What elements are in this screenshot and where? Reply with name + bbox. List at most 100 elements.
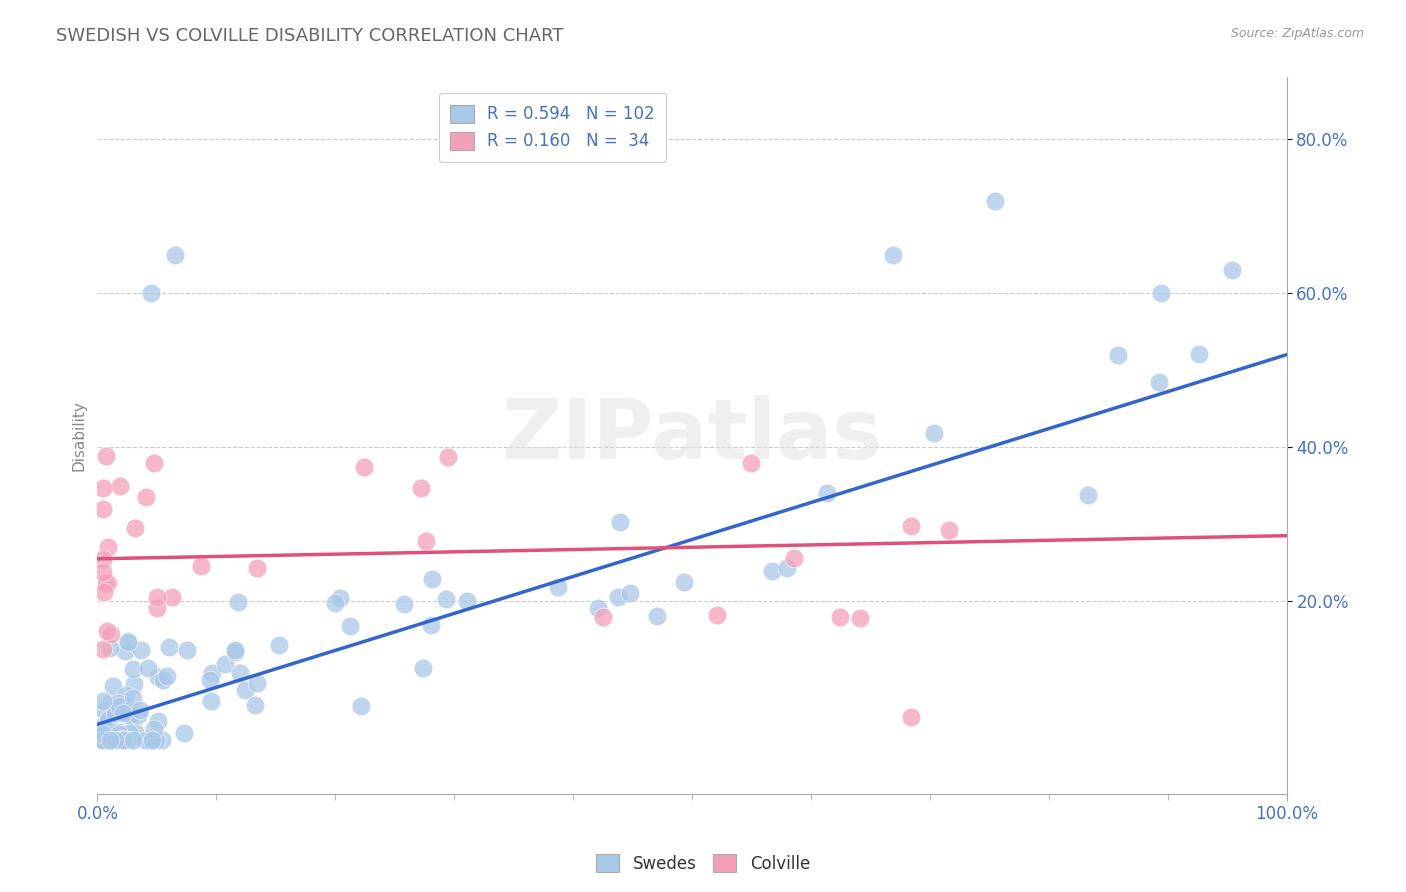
Point <box>983 194 1005 208</box>
Point <box>107 696 129 710</box>
Point <box>706 608 728 623</box>
Point <box>108 724 131 739</box>
Point <box>146 714 169 728</box>
Point <box>139 732 162 747</box>
Point <box>900 518 922 533</box>
Point <box>108 727 131 741</box>
Point <box>111 731 134 746</box>
Point <box>115 732 138 747</box>
Point <box>339 618 361 632</box>
Point <box>112 706 135 720</box>
Point <box>1107 348 1129 362</box>
Point <box>117 700 139 714</box>
Point <box>882 247 904 261</box>
Point <box>156 669 179 683</box>
Point <box>606 590 628 604</box>
Point <box>100 626 122 640</box>
Point <box>1150 286 1173 301</box>
Point <box>93 702 115 716</box>
Point <box>101 732 124 747</box>
Point <box>235 682 257 697</box>
Point <box>163 247 186 261</box>
Point <box>108 698 131 713</box>
Point <box>547 580 569 594</box>
Point <box>117 633 139 648</box>
Point <box>201 665 224 680</box>
Point <box>91 642 114 657</box>
Point <box>1147 375 1170 389</box>
Point <box>103 732 125 747</box>
Point <box>101 680 124 694</box>
Point <box>135 490 157 504</box>
Point <box>412 661 434 675</box>
Text: ZIPatlas: ZIPatlas <box>502 395 883 476</box>
Point <box>134 732 156 747</box>
Point <box>325 596 347 610</box>
Point <box>152 673 174 687</box>
Point <box>146 600 169 615</box>
Point <box>124 521 146 535</box>
Point <box>112 732 135 747</box>
Point <box>392 598 415 612</box>
Point <box>104 732 127 747</box>
Point <box>127 708 149 723</box>
Point <box>142 456 165 470</box>
Point <box>91 727 114 741</box>
Point <box>1188 346 1211 360</box>
Point <box>114 644 136 658</box>
Point <box>120 709 142 723</box>
Point <box>146 590 169 604</box>
Point <box>229 666 252 681</box>
Point <box>437 450 460 464</box>
Point <box>350 698 373 713</box>
Point <box>415 534 437 549</box>
Point <box>176 643 198 657</box>
Point <box>190 559 212 574</box>
Point <box>91 481 114 495</box>
Point <box>91 501 114 516</box>
Point <box>198 673 221 688</box>
Point <box>97 540 120 554</box>
Point <box>938 523 960 537</box>
Point <box>117 635 139 649</box>
Point <box>94 576 117 591</box>
Point <box>111 732 134 747</box>
Point <box>98 732 121 747</box>
Point <box>91 566 114 580</box>
Point <box>124 725 146 739</box>
Point <box>761 564 783 578</box>
Point <box>619 586 641 600</box>
Text: SWEDISH VS COLVILLE DISABILITY CORRELATION CHART: SWEDISH VS COLVILLE DISABILITY CORRELATI… <box>56 27 564 45</box>
Point <box>120 707 142 722</box>
Point <box>108 478 131 492</box>
Point <box>91 732 114 747</box>
Point <box>160 590 183 604</box>
Point <box>815 485 838 500</box>
Legend: R = 0.594   N = 102, R = 0.160   N =  34: R = 0.594 N = 102, R = 0.160 N = 34 <box>439 93 666 162</box>
Point <box>420 572 443 586</box>
Point <box>456 594 478 608</box>
Point <box>141 732 163 747</box>
Point <box>609 515 631 529</box>
Point <box>214 657 236 672</box>
Point <box>246 561 269 575</box>
Point <box>586 601 609 615</box>
Point <box>434 591 457 606</box>
Text: Source: ZipAtlas.com: Source: ZipAtlas.com <box>1230 27 1364 40</box>
Point <box>419 617 441 632</box>
Point <box>145 732 167 747</box>
Point <box>96 624 118 639</box>
Point <box>93 585 115 599</box>
Point <box>592 609 614 624</box>
Point <box>157 640 180 654</box>
Point <box>200 694 222 708</box>
Point <box>118 725 141 739</box>
Point <box>104 706 127 721</box>
Point <box>129 643 152 657</box>
Point <box>148 670 170 684</box>
Point <box>91 732 114 747</box>
Point <box>673 574 696 589</box>
Point <box>91 728 114 742</box>
Point <box>143 722 166 736</box>
Point <box>115 688 138 702</box>
